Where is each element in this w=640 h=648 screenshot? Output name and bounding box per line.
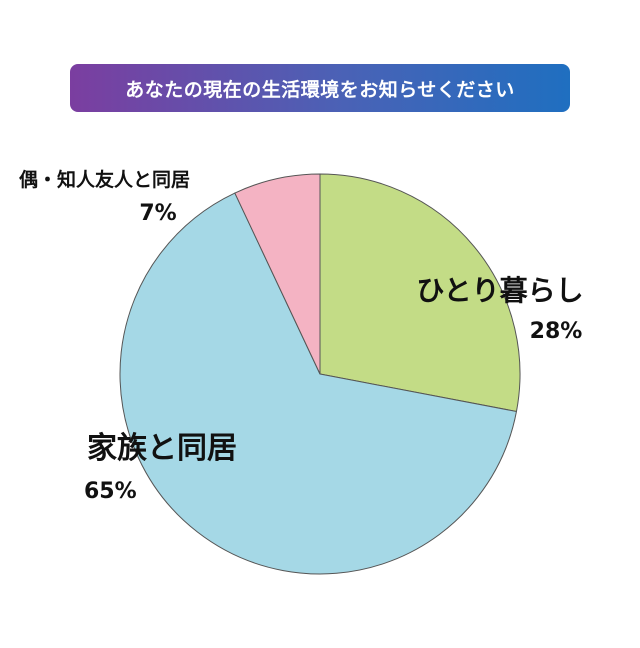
chart-title: あなたの現在の生活環境をお知らせください [125,78,515,101]
slice-value-kazoku: 65% [84,479,137,504]
pie-slices [119,173,521,575]
slice-kazoku [119,192,518,575]
chart-title-banner: あなたの現在の生活環境をお知らせください [70,64,570,112]
slice-value-partner: 7% [139,201,176,226]
slice-label-partner: 偶・知人友人と同居 [19,168,190,191]
slice-label-kazoku: 家族と同居 [87,431,237,466]
slice-value-hitorigurashi: 28% [530,319,583,344]
slice-hitorigurashi [319,173,521,413]
slice-partner [234,173,321,375]
slice-label-hitorigurashi: ひとり暮らし [416,274,583,307]
